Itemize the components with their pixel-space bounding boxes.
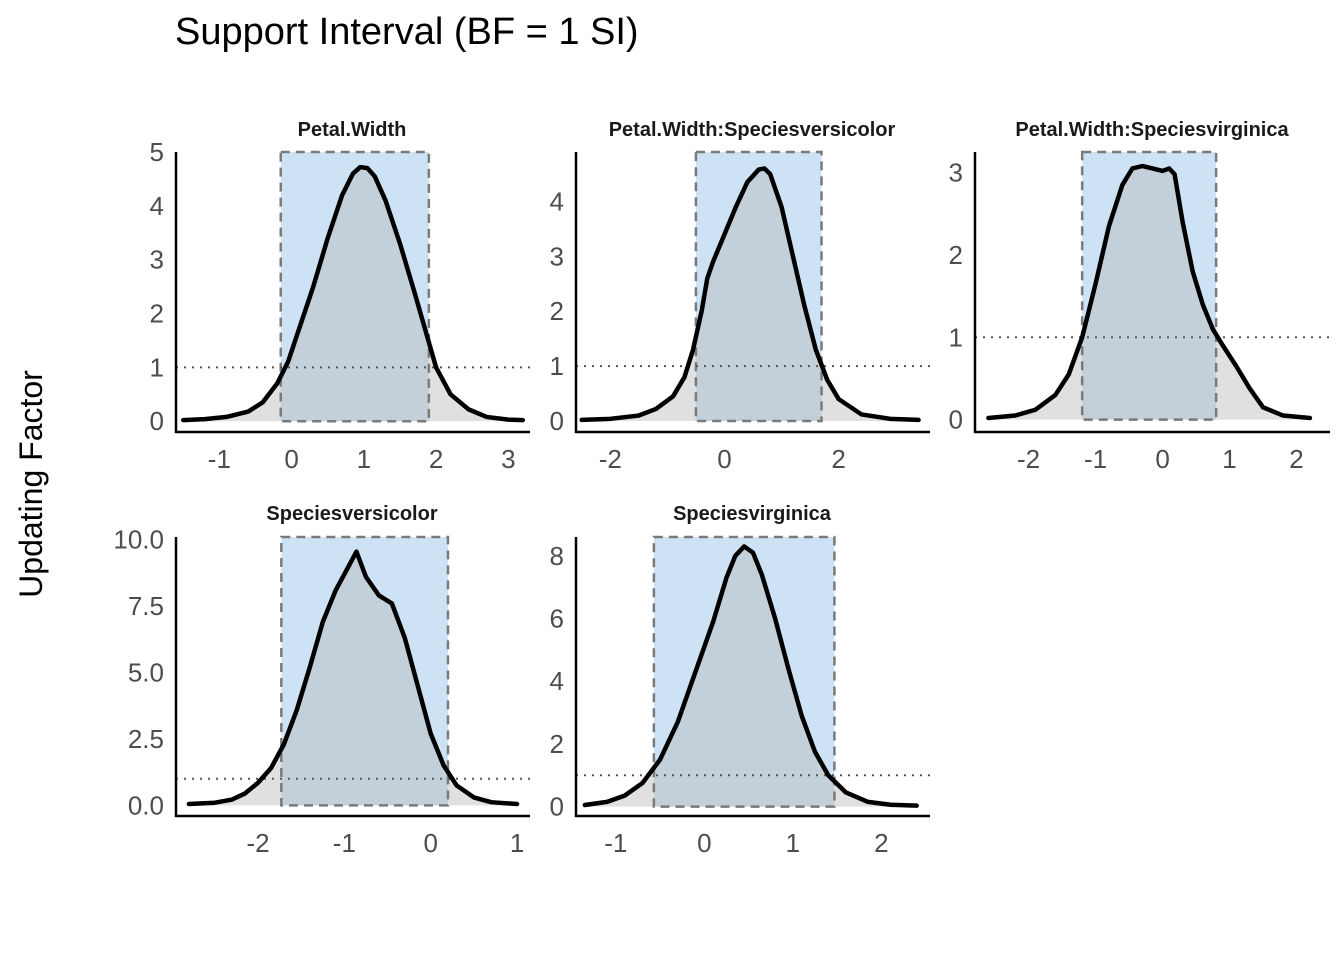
x-tick-label: 3 — [501, 444, 515, 474]
x-tick-label: 0 — [1155, 444, 1169, 474]
x-tick-label: -2 — [246, 828, 269, 858]
y-tick-label: 0 — [949, 405, 963, 435]
curve-area — [584, 546, 917, 807]
y-tick-label: 3 — [150, 245, 164, 275]
y-tick-label: 2 — [550, 296, 564, 326]
x-tick-label: -1 — [1084, 444, 1107, 474]
x-tick-label: 2 — [1289, 444, 1303, 474]
y-tick-label: 4 — [550, 666, 564, 696]
x-tick-label: -1 — [333, 828, 356, 858]
panel-title: Petal.Width:Speciesvirginica — [1015, 119, 1289, 141]
y-tick-label: 0 — [550, 406, 564, 436]
y-tick-label: 8 — [550, 541, 564, 571]
y-tick-label: 5.0 — [128, 658, 164, 688]
y-tick-label: 0 — [550, 792, 564, 822]
curve-area — [581, 168, 919, 422]
y-tick-label: 2 — [550, 729, 564, 759]
y-tick-label: 7.5 — [128, 591, 164, 621]
density-curve — [579, 166, 921, 423]
x-tick-label: 0 — [697, 828, 711, 858]
support-interval-band — [1082, 152, 1217, 420]
x-tick-label: -1 — [604, 828, 627, 858]
panel-4: Speciesversicolor-2 -1 0 10.02.55.07.510.0 — [113, 503, 530, 858]
density-curve — [180, 164, 526, 423]
curve-area — [183, 167, 523, 422]
curve-area — [188, 551, 518, 806]
x-tick-label: 1 — [510, 828, 524, 858]
y-tick-label: 3 — [949, 158, 963, 188]
x-tick-label: 0 — [423, 828, 437, 858]
panel-title: Petal.Width — [298, 119, 407, 141]
y-tick-label: 5 — [150, 137, 164, 167]
y-tick-label: 4 — [550, 186, 564, 216]
panel-1: Petal.Width -1 0 1 2 3 0 1 2 3 4 5 — [150, 119, 530, 474]
y-tick-label: 3 — [550, 241, 564, 271]
density-curve — [986, 163, 1313, 421]
facet-panels: Petal.Width-1 0 1 2 3012345Petal.Width:Speci… — [113, 119, 1330, 858]
x-tick-label: 1 — [357, 444, 371, 474]
x-tick-label: 2 — [429, 444, 443, 474]
x-tick-label: -2 — [599, 444, 622, 474]
y-tick-label: 6 — [550, 604, 564, 634]
x-tick-label: 1 — [1222, 444, 1236, 474]
chart-title: Support Interval (BF = 1 SI) — [175, 11, 639, 53]
x-tick-label: -2 — [1017, 444, 1040, 474]
y-tick-label: 1 — [150, 352, 164, 382]
x-tick-label: 1 — [786, 828, 800, 858]
support-interval-band — [653, 537, 835, 807]
x-tick-label: 0 — [284, 444, 298, 474]
density-curve — [186, 549, 520, 807]
y-tick-label: 4 — [150, 191, 164, 221]
x-tick-label: 2 — [831, 444, 845, 474]
y-tick-label: 0 — [150, 406, 164, 436]
x-tick-label: -1 — [208, 444, 231, 474]
panel-5: Speciesvirginica -1 0 1 2 0 2 4 6 8 — [550, 503, 930, 858]
y-tick-label: 2.5 — [128, 724, 164, 754]
support-interval-border — [652, 535, 836, 808]
panel-3: Petal.Width:Speciesvirginica -2 -1 0 1 2 0 1 2 3 — [949, 119, 1330, 474]
y-tick-label: 1 — [550, 351, 564, 381]
panel-title: Speciesversicolor — [266, 503, 437, 525]
y-axis-title: Updating Factor — [13, 370, 49, 598]
y-tick-label: 0.0 — [128, 790, 164, 820]
support-interval-band — [280, 152, 429, 422]
panel-title: Petal.Width:Speciesversicolor — [609, 119, 896, 141]
y-tick-label: 1 — [949, 322, 963, 352]
panel-title: Speciesvirginica — [673, 503, 832, 525]
density-curve — [582, 544, 919, 808]
x-tick-label: 0 — [717, 444, 731, 474]
y-tick-label: 2 — [949, 240, 963, 270]
panel-2: Petal.Width:Speciesversicolor -2 0 2 0 1 2 3 4 — [550, 119, 930, 474]
support-interval-border — [1080, 150, 1218, 421]
x-tick-label: 2 — [874, 828, 888, 858]
curve-area — [988, 166, 1310, 420]
y-tick-label: 10.0 — [113, 525, 164, 555]
support-interval-border — [694, 150, 823, 423]
y-tick-label: 2 — [150, 299, 164, 329]
support-interval-border — [280, 535, 450, 807]
